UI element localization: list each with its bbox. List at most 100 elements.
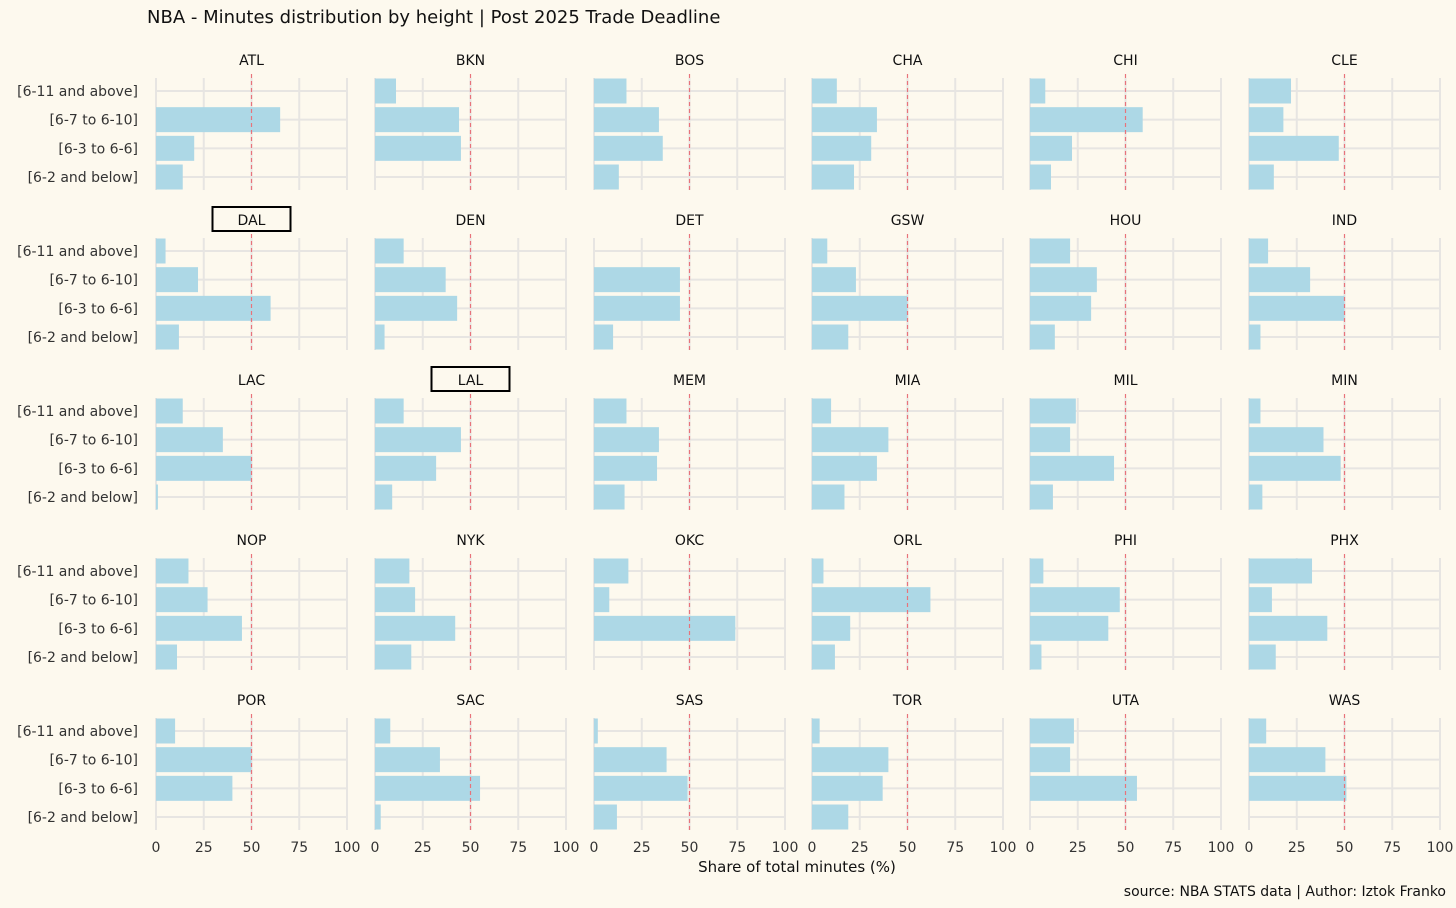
panel-title: SAS: [676, 693, 704, 709]
x-tick-label: 75: [728, 840, 746, 856]
panel-title: OKC: [675, 533, 704, 549]
x-tick-label: 50: [1117, 840, 1135, 856]
y-tick-label: [6-7 to 6-10]: [49, 273, 138, 289]
x-tick-label: 75: [946, 840, 964, 856]
bar: [812, 238, 828, 264]
bar: [812, 455, 877, 481]
panel-tor: TOR 0 25 50 75 100: [808, 693, 1017, 856]
bar: [375, 107, 460, 133]
bar: [375, 267, 446, 293]
x-tick-label: 75: [509, 840, 527, 856]
panel-uta: UTA 0 25 50 75 100: [1026, 693, 1235, 856]
bar: [375, 78, 397, 104]
chart-caption: source: NBA STATS data | Author: Iztok F…: [1124, 884, 1446, 900]
bar: [1030, 267, 1097, 293]
y-tick-label: [6-3 to 6-6]: [58, 461, 138, 477]
bar: [156, 295, 271, 321]
x-tick-label: 25: [414, 840, 432, 856]
x-tick-label: 50: [681, 840, 699, 856]
bar: [1030, 164, 1052, 190]
bar: [1249, 78, 1292, 104]
x-tick-label: 50: [1336, 840, 1354, 856]
bar: [375, 587, 416, 613]
panel-title: HOU: [1110, 213, 1142, 229]
panel-det: DET: [593, 213, 786, 352]
x-tick-label: 100: [553, 840, 580, 856]
bar: [594, 78, 627, 104]
bar: [1249, 107, 1284, 133]
bar: [812, 775, 883, 801]
x-tick-label: 25: [195, 840, 213, 856]
panel-atl: ATL [6-11 and above] [6-7 to 6-10] [6-3 to …: [17, 53, 348, 192]
bar: [594, 747, 667, 773]
bar: [812, 398, 832, 424]
bar: [375, 398, 404, 424]
bar: [594, 427, 659, 453]
panel-title: NOP: [237, 533, 267, 549]
chart-title: NBA - Minutes distribution by height | P…: [147, 7, 720, 28]
bar: [1249, 135, 1339, 161]
bar: [594, 295, 680, 321]
bar: [375, 427, 461, 453]
bar: [812, 324, 849, 350]
panel-bos: BOS: [593, 53, 786, 192]
bar: [375, 804, 381, 830]
bar: [156, 558, 189, 584]
bar: [156, 747, 252, 773]
bar: [812, 804, 849, 830]
x-tick-label: 25: [633, 840, 651, 856]
panel-hou: HOU: [1029, 213, 1222, 352]
panel-chi: CHI: [1029, 53, 1222, 192]
y-tick-label: [6-7 to 6-10]: [49, 113, 138, 129]
y-tick-label: [6-11 and above]: [17, 244, 138, 260]
panel-mia: MIA: [811, 373, 1004, 512]
x-tick-label: 100: [1427, 840, 1454, 856]
highlight-box: [211, 206, 292, 232]
panel-title: PHX: [1330, 533, 1359, 549]
bar: [1030, 718, 1074, 744]
bar: [1030, 455, 1115, 481]
y-tick-label: [6-7 to 6-10]: [49, 753, 138, 769]
bar: [812, 427, 889, 453]
bar: [156, 107, 281, 133]
y-tick-label: [6-11 and above]: [17, 564, 138, 580]
bar: [156, 267, 199, 293]
bar: [1030, 644, 1042, 670]
bar: [1249, 718, 1267, 744]
y-tick-label: [6-2 and below]: [28, 170, 138, 186]
bar: [1249, 587, 1272, 613]
y-tick-label: [6-11 and above]: [17, 724, 138, 740]
panel-title: MIA: [895, 373, 921, 389]
y-tick-label: [6-2 and below]: [28, 330, 138, 346]
panel-title: DET: [675, 213, 704, 229]
bar: [594, 398, 627, 424]
bar: [375, 135, 461, 161]
bar: [1249, 558, 1313, 584]
panel-title: ATL: [239, 53, 264, 69]
bar: [156, 238, 166, 264]
bar: [375, 324, 385, 350]
highlight-box: [430, 366, 511, 392]
x-tick-label: 100: [772, 840, 799, 856]
panel-title: MEM: [673, 373, 706, 389]
bar: [594, 324, 614, 350]
bar: [156, 427, 223, 453]
panel-title: CHI: [1113, 53, 1137, 69]
bar: [1030, 427, 1071, 453]
bar: [594, 587, 610, 613]
panel-title: ORL: [893, 533, 922, 549]
x-tick-label: 75: [1383, 840, 1401, 856]
bar: [812, 718, 820, 744]
bar: [594, 718, 598, 744]
bar: [594, 164, 619, 190]
panel-mil: MIL: [1029, 373, 1222, 512]
bar: [1249, 455, 1341, 481]
bar: [1249, 398, 1261, 424]
bar: [156, 398, 183, 424]
bar: [812, 78, 837, 104]
bar: [812, 587, 931, 613]
x-tick-label: 0: [808, 840, 817, 856]
panel-title: DEN: [455, 213, 485, 229]
panel-den: DEN: [374, 213, 567, 352]
bar: [375, 644, 412, 670]
